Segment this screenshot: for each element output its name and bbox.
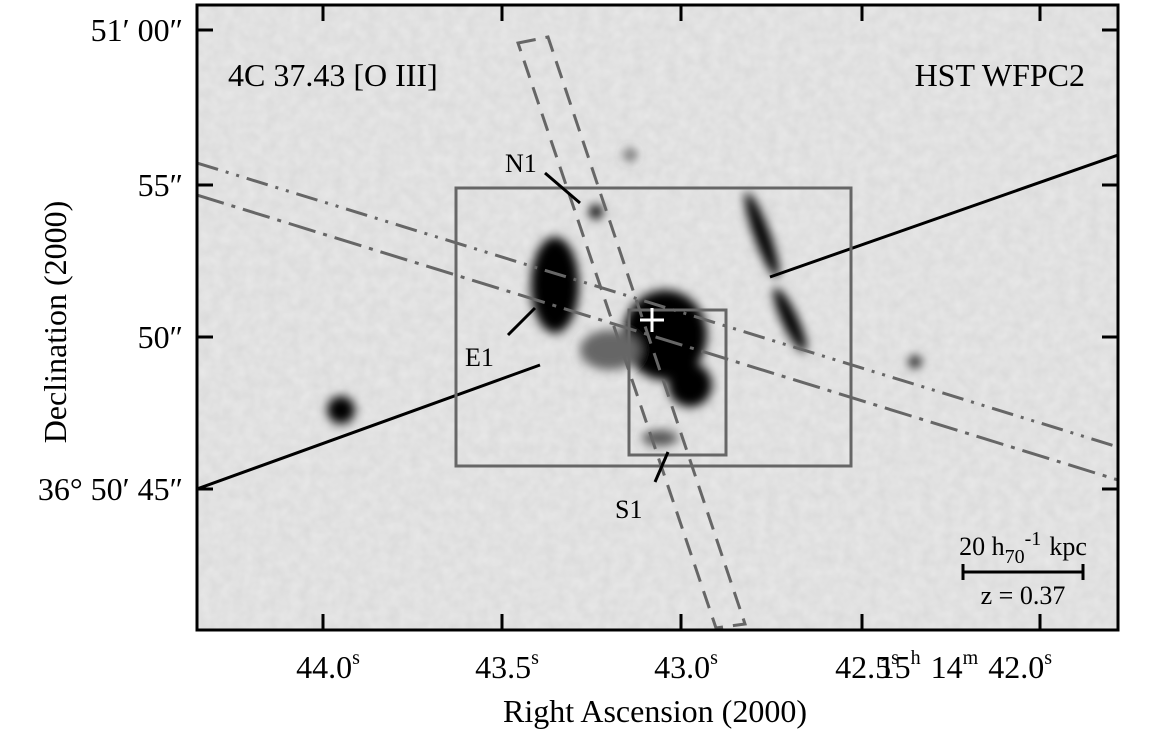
tick-unit: s bbox=[531, 647, 539, 669]
label-n1: N1 bbox=[505, 149, 537, 178]
scale-sup: -1 bbox=[1025, 528, 1042, 550]
y-tick-label: 36° 50′ 45″ bbox=[38, 471, 183, 507]
scale-unit: kpc bbox=[1049, 532, 1087, 561]
y-tick-label: 51′ 00″ bbox=[91, 12, 183, 48]
tick-number: 42.0 bbox=[988, 649, 1044, 685]
tick-number: 42.5 bbox=[835, 649, 891, 685]
x-tick-label: 43.5s bbox=[475, 647, 539, 685]
tick-unit: s bbox=[710, 647, 718, 669]
instrument: HST WFPC2 bbox=[915, 57, 1085, 93]
tick-unit: s bbox=[891, 647, 899, 669]
redshift: z = 0.37 bbox=[981, 581, 1066, 610]
x-tick-label: 15h 14m 42.0s bbox=[879, 647, 1053, 685]
title: 4C 37.43 [O III] bbox=[228, 57, 438, 93]
x-tick-label: 43.0s bbox=[654, 647, 718, 685]
tick-number: 43.5 bbox=[475, 649, 531, 685]
y-tick-label: 50″ bbox=[138, 319, 183, 355]
x-tick-label: 44.0s bbox=[296, 647, 360, 685]
y-axis-label: Declination (2000) bbox=[37, 201, 73, 444]
tick-unit: s bbox=[352, 647, 360, 669]
y-tick-label: 55″ bbox=[138, 167, 183, 203]
x-axis-label: Right Ascension (2000) bbox=[503, 693, 807, 729]
tick-number: 14 bbox=[931, 649, 963, 685]
label-e1: E1 bbox=[465, 343, 494, 372]
scale-bar-label: 20 h70-1 kpc bbox=[959, 528, 1087, 568]
x-tick-label: 42.5s bbox=[835, 647, 899, 685]
frame bbox=[195, 3, 1120, 632]
tick-unit: m bbox=[963, 647, 979, 669]
label-s1: S1 bbox=[615, 495, 642, 524]
scale-sub: 70 bbox=[1005, 546, 1025, 568]
tick-number: 15 bbox=[879, 649, 911, 685]
tick-unit: s bbox=[1044, 647, 1052, 669]
tick-unit: h bbox=[911, 647, 921, 669]
image bbox=[197, 5, 1118, 630]
scale-text: 20 h bbox=[959, 532, 1005, 561]
tick-number: 43.0 bbox=[654, 649, 710, 685]
tick-number: 44.0 bbox=[296, 649, 352, 685]
